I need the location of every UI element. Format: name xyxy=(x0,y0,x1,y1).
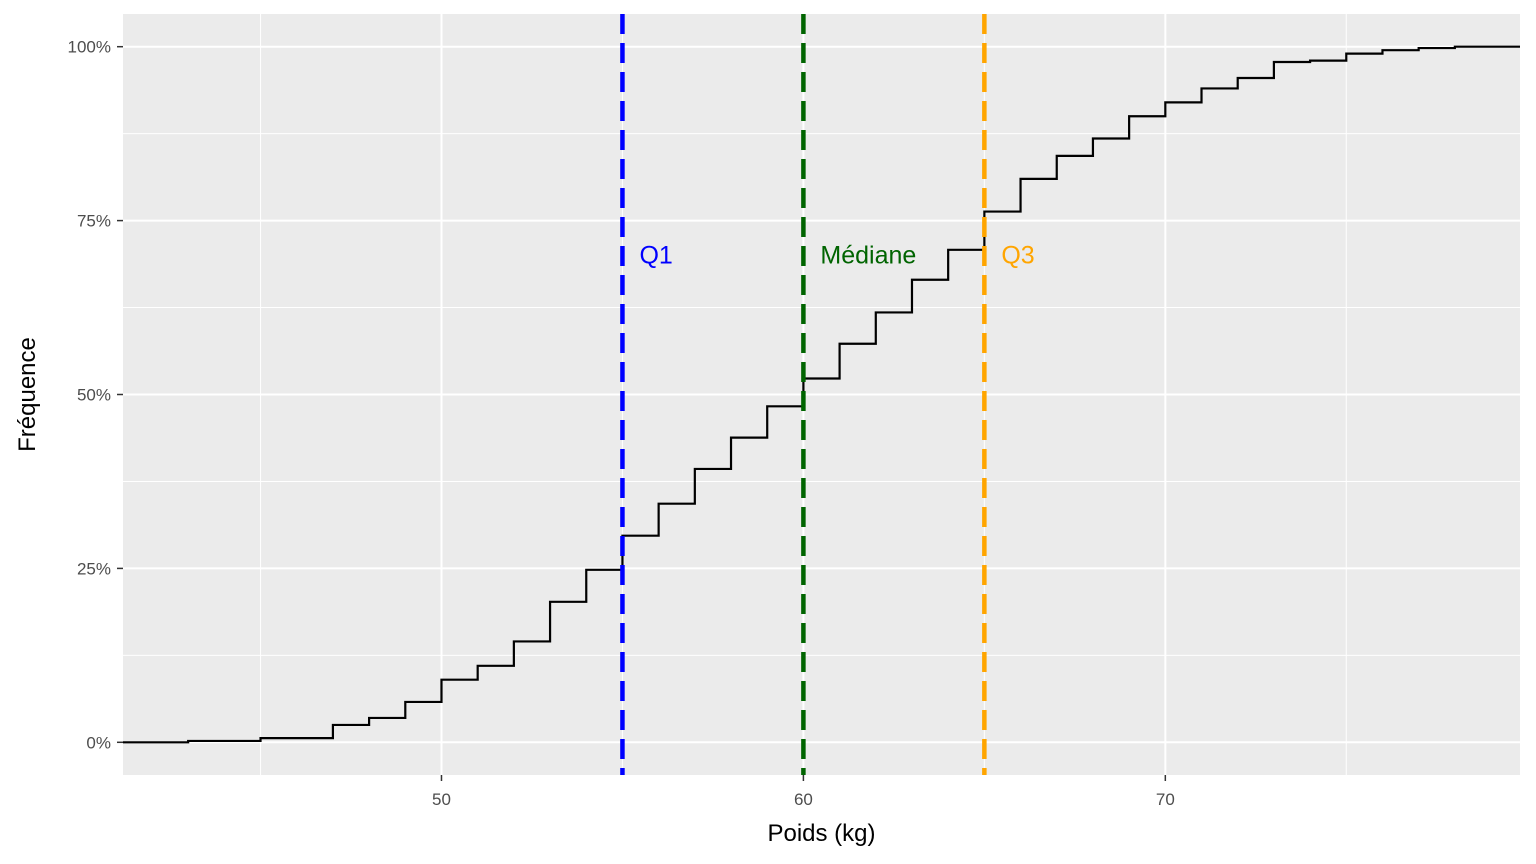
x-tick-label: 70 xyxy=(1156,790,1175,809)
reference-label: Q1 xyxy=(639,241,672,269)
y-tick-label: 100% xyxy=(68,38,111,57)
reference-label: Médiane xyxy=(820,241,916,269)
quartile-lines xyxy=(620,14,987,775)
x-tick-label: 60 xyxy=(794,790,813,809)
y-tick-label: 0% xyxy=(86,733,111,752)
y-tick-label: 75% xyxy=(77,212,111,231)
y-tick-label: 50% xyxy=(77,386,111,405)
x-axis-title: Poids (kg) xyxy=(767,820,875,847)
x-tick-label: 50 xyxy=(432,790,451,809)
ecdf-step-line xyxy=(123,45,1520,744)
step-series xyxy=(123,45,1520,744)
reference-label: Q3 xyxy=(1001,241,1034,269)
x-axis: 50 60 70 xyxy=(432,775,1175,809)
y-axis: 0% 25% 50% 75% 100% xyxy=(68,38,123,752)
y-axis-title: Fréquence xyxy=(14,337,41,452)
quartile-labels: Q1 Médiane Q3 xyxy=(639,241,1034,269)
y-tick-label: 25% xyxy=(77,559,111,578)
